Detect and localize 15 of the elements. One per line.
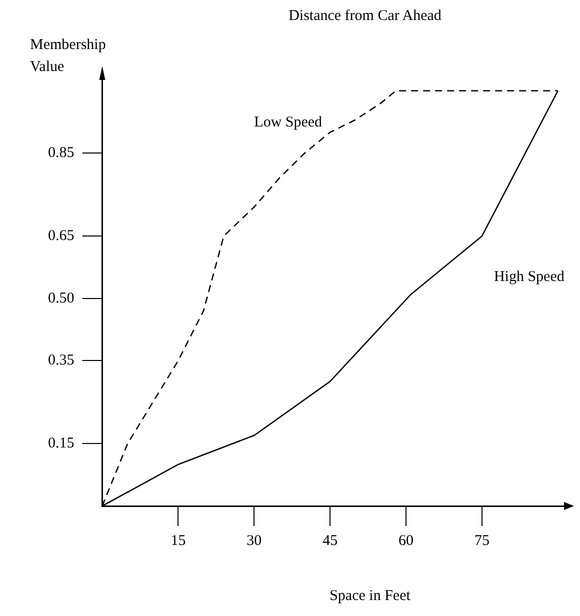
y-tick-label: 0.50 <box>48 290 74 306</box>
x-tick-label: 45 <box>322 532 338 549</box>
x-tick-label: 75 <box>474 532 490 549</box>
y-axis-title: Membership Value <box>30 36 107 77</box>
chart-title: Distance from Car Ahead <box>288 8 442 25</box>
series-label: Low Speed <box>254 114 323 130</box>
y-tick-label: 0.85 <box>48 144 74 161</box>
x-tick-label: 30 <box>246 532 262 549</box>
y-tick-label: 0.35 <box>48 352 74 369</box>
y-tick-label: 0.65 <box>48 228 74 244</box>
x-axis-title: Space in Feet <box>328 588 412 605</box>
x-tick-label: 15 <box>170 532 186 549</box>
y-tick-label: 0.15 <box>48 436 74 452</box>
text: High Speed <box>494 269 565 286</box>
x-tick-label: 60 <box>398 532 414 549</box>
